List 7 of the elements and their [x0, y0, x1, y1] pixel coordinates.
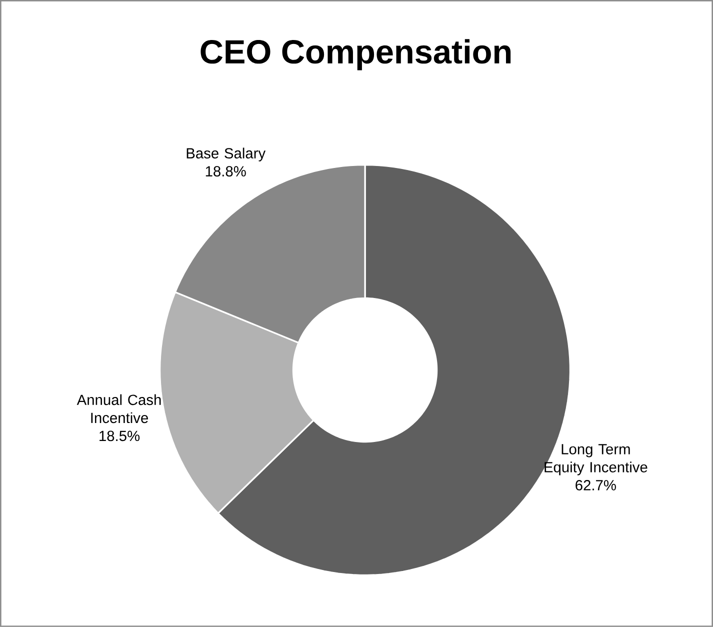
slice-label: Base Salary [186, 148, 266, 162]
data-label: 62.7% [576, 480, 616, 490]
data-label: 18.8% [206, 166, 246, 177]
chart-title: CEO Compensation [200, 39, 511, 70]
slice-label: Long Term Equity Incentive [544, 444, 648, 476]
data-label: 18.5% [100, 430, 140, 442]
slice-label: Annual Cash Incentive [76, 394, 161, 424]
